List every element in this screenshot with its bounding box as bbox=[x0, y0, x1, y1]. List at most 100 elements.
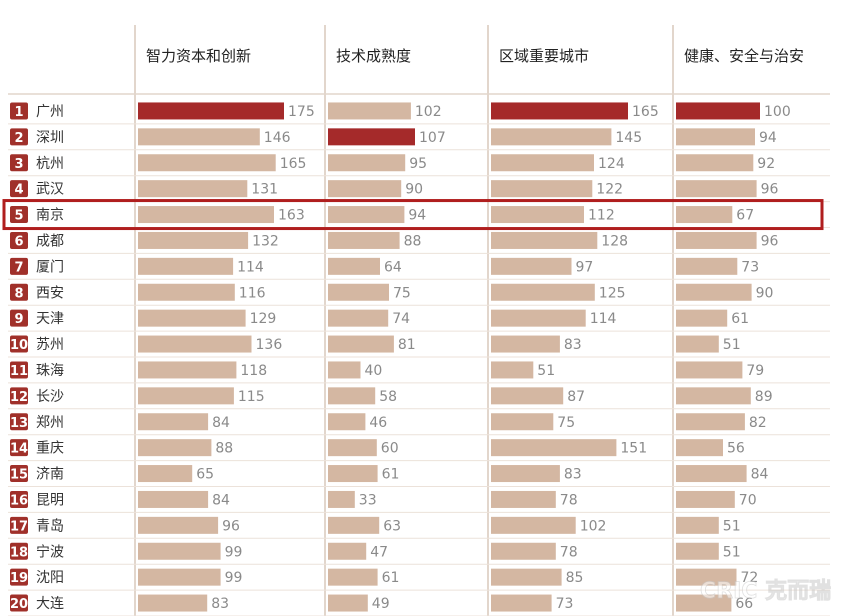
rank-badge bbox=[10, 594, 28, 612]
value-label: 83 bbox=[564, 337, 582, 353]
data-bar bbox=[138, 180, 248, 198]
value-label: 79 bbox=[746, 363, 764, 379]
table-row: 4 武汉 131 90 122 96 bbox=[8, 180, 830, 203]
city-name: 成都 bbox=[36, 233, 64, 249]
data-bar bbox=[328, 490, 355, 508]
data-bar bbox=[491, 128, 612, 146]
rank-badge bbox=[10, 128, 28, 146]
value-label: 88 bbox=[404, 233, 422, 249]
value-label: 60 bbox=[381, 441, 399, 457]
table-row: 6 成都 132 88 128 96 bbox=[8, 231, 830, 254]
rank-badge bbox=[10, 102, 28, 120]
data-bar bbox=[328, 335, 394, 353]
data-bar bbox=[138, 128, 260, 146]
rank-number: 14 bbox=[10, 442, 28, 457]
value-label: 94 bbox=[759, 130, 777, 146]
value-label: 128 bbox=[601, 233, 628, 249]
city-name: 昆明 bbox=[36, 492, 64, 508]
city-name: 长沙 bbox=[36, 389, 64, 405]
value-label: 129 bbox=[250, 311, 277, 327]
data-bar bbox=[138, 387, 234, 405]
value-label: 99 bbox=[225, 544, 243, 560]
value-label: 83 bbox=[564, 467, 582, 483]
data-bar bbox=[138, 516, 219, 534]
data-bar bbox=[491, 490, 556, 508]
rank-badge bbox=[10, 387, 28, 405]
rank-badge bbox=[10, 206, 28, 224]
data-bar bbox=[491, 465, 560, 483]
data-bar bbox=[676, 257, 738, 275]
city-name: 天津 bbox=[36, 311, 64, 327]
data-bar bbox=[328, 128, 415, 146]
value-label: 66 bbox=[735, 596, 753, 612]
data-bar bbox=[138, 257, 234, 275]
rank-number: 16 bbox=[10, 493, 28, 508]
value-label: 33 bbox=[359, 492, 377, 508]
data-bar bbox=[138, 439, 212, 457]
data-bar bbox=[491, 387, 564, 405]
data-bar bbox=[676, 413, 745, 431]
city-name: 大连 bbox=[36, 596, 64, 612]
table-row: 3 杭州 165 95 124 92 bbox=[8, 154, 830, 177]
data-bar bbox=[328, 102, 411, 120]
rank-badge bbox=[10, 490, 28, 508]
value-label: 85 bbox=[566, 570, 584, 586]
value-label: 51 bbox=[723, 337, 741, 353]
data-bar bbox=[138, 206, 274, 224]
data-bar bbox=[138, 283, 235, 301]
data-bar bbox=[328, 516, 380, 534]
value-label: 102 bbox=[580, 518, 607, 534]
data-bar bbox=[328, 361, 361, 379]
table-row: 16 昆明 84 33 78 70 bbox=[8, 490, 830, 513]
value-label: 115 bbox=[238, 389, 265, 405]
data-bar bbox=[676, 361, 743, 379]
data-bar bbox=[491, 206, 584, 224]
value-label: 47 bbox=[370, 544, 388, 560]
value-label: 107 bbox=[419, 130, 446, 146]
value-label: 84 bbox=[212, 492, 230, 508]
table-row: 9 天津 129 74 114 61 bbox=[8, 309, 830, 332]
value-label: 163 bbox=[278, 208, 305, 224]
city-name: 济南 bbox=[36, 467, 64, 483]
value-label: 51 bbox=[537, 363, 555, 379]
watermark-text: CRIC 克而瑞 bbox=[700, 578, 831, 604]
table-row: 11 珠海 118 40 51 79 bbox=[8, 361, 830, 384]
value-label: 96 bbox=[222, 518, 240, 534]
city-name: 深圳 bbox=[36, 130, 64, 146]
value-label: 95 bbox=[409, 156, 427, 172]
value-label: 146 bbox=[264, 130, 291, 146]
city-name: 沈阳 bbox=[36, 570, 64, 586]
value-label: 51 bbox=[723, 544, 741, 560]
data-bar bbox=[676, 206, 733, 224]
value-label: 114 bbox=[237, 259, 264, 275]
rank-number: 1 bbox=[14, 105, 23, 120]
data-bar bbox=[676, 568, 737, 586]
data-bar bbox=[138, 413, 209, 431]
value-label: 73 bbox=[556, 596, 574, 612]
value-label: 131 bbox=[251, 182, 278, 198]
city-name: 珠海 bbox=[36, 363, 64, 379]
value-label: 74 bbox=[392, 311, 410, 327]
value-label: 82 bbox=[749, 415, 767, 431]
value-label: 175 bbox=[288, 104, 315, 120]
value-label: 70 bbox=[739, 492, 757, 508]
rank-number: 5 bbox=[14, 209, 23, 224]
value-label: 102 bbox=[415, 104, 442, 120]
rank-badge bbox=[10, 568, 28, 586]
rank-number: 8 bbox=[14, 286, 23, 301]
data-bar bbox=[328, 309, 389, 327]
city-name: 广州 bbox=[36, 104, 64, 120]
data-bar bbox=[491, 439, 617, 457]
rank-number: 17 bbox=[10, 519, 28, 534]
data-bar bbox=[138, 594, 208, 612]
value-label: 65 bbox=[196, 467, 214, 483]
data-bar bbox=[328, 439, 377, 457]
value-label: 84 bbox=[751, 467, 769, 483]
data-bar bbox=[328, 594, 368, 612]
table-row: 20 大连 83 49 73 66 bbox=[8, 594, 830, 616]
data-bar bbox=[676, 439, 723, 457]
data-bar bbox=[328, 180, 402, 198]
data-bar bbox=[676, 283, 752, 301]
rank-number: 9 bbox=[14, 312, 23, 327]
